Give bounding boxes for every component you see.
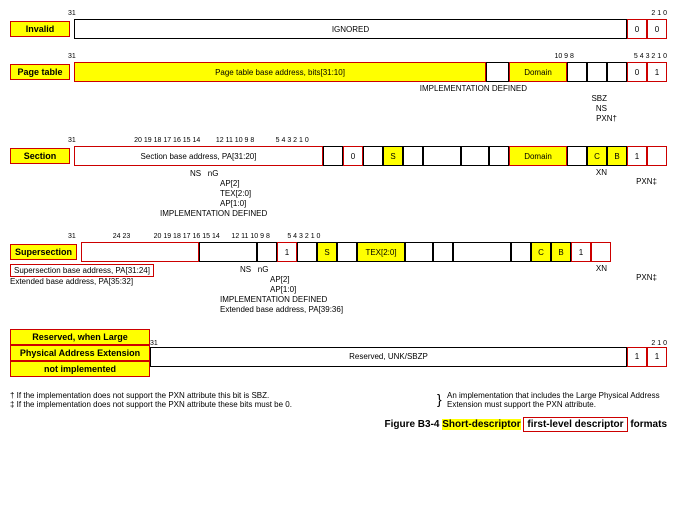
bit-numbers: 3110 9 85 4 3 2 1 0 <box>10 53 667 60</box>
s-field: S <box>317 242 337 262</box>
bit0: 0 <box>647 19 667 39</box>
footnote-1: † If the implementation does not support… <box>10 391 437 400</box>
sub-ap2: AP[2] <box>220 179 547 188</box>
sub-xn: XN <box>547 264 607 273</box>
bit1: 0 <box>627 62 647 82</box>
pagetable-section: 3110 9 85 4 3 2 1 0 Page table Page tabl… <box>10 53 667 123</box>
sub-ap2: AP[2] <box>270 275 547 284</box>
ext-base-label: Extended base address, PA[35:32] <box>10 277 210 286</box>
invalid-section: 312 1 0 Invalid IGNORED 0 0 <box>10 10 667 39</box>
reserved-label3: not implemented <box>10 361 150 377</box>
sub-ap10: AP[1:0] <box>220 199 547 208</box>
ss-base <box>81 242 199 262</box>
bit1: 1 <box>627 347 647 367</box>
section-section: 31 20 19 18 17 16 15 14 12 11 10 9 8 5 4… <box>10 137 667 219</box>
base-address: Page table base address, bits[31:10] <box>74 62 486 82</box>
figure-caption: Figure B3-4 Short-descriptor first-level… <box>10 419 667 430</box>
bit1: 1 <box>571 242 591 262</box>
ignored-field: IGNORED <box>74 19 627 39</box>
sub-ns: NS <box>190 169 201 178</box>
ng <box>297 242 317 262</box>
domain-field: Domain <box>509 146 567 166</box>
footnotes: † If the implementation does not support… <box>10 391 667 409</box>
impl <box>489 146 509 166</box>
reserved-label1: Reserved, when Large <box>10 329 150 345</box>
sub-impl: IMPLEMENTATION DEFINED <box>10 84 527 93</box>
sub-pxn: PXN‡ <box>547 177 657 186</box>
supersection-section: 31 24 23 20 19 18 17 16 15 14 12 11 10 9… <box>10 233 667 315</box>
footnote-right: An implementation that includes the Larg… <box>447 391 667 409</box>
sub-ng: nG <box>208 169 219 178</box>
domain-field: Domain <box>509 62 567 82</box>
ap2 <box>403 146 423 166</box>
ss-base-label: Supersection base address, PA[31:24] <box>10 264 154 277</box>
ns <box>323 146 343 166</box>
reserved-label2: Physical Address Extension <box>10 345 150 361</box>
bit-numbers: 31 24 23 20 19 18 17 16 15 14 12 11 10 9… <box>10 233 667 240</box>
sub-tex: TEX[2:0] <box>220 189 547 198</box>
sub-ext36: Extended base address, PA[39:36] <box>220 305 547 314</box>
ext36 <box>453 242 511 262</box>
b-field: B <box>551 242 571 262</box>
pxn <box>607 62 627 82</box>
sub-pxn: PXN† <box>10 114 617 123</box>
c-field: C <box>531 242 551 262</box>
ns <box>257 242 277 262</box>
b-field: B <box>607 146 627 166</box>
bit1: 1 <box>627 146 647 166</box>
sub-sbz: SBZ <box>10 94 607 103</box>
ap10 <box>461 146 489 166</box>
sub-xn: XN <box>547 168 607 177</box>
ns <box>587 62 607 82</box>
xn <box>567 146 587 166</box>
impl <box>433 242 453 262</box>
bit0: 1 <box>647 62 667 82</box>
tex-field: TEX[2:0] <box>357 242 405 262</box>
c-field: C <box>587 146 607 166</box>
sub-impl: IMPLEMENTATION DEFINED <box>220 295 547 304</box>
bit0 <box>591 242 611 262</box>
sbz <box>567 62 587 82</box>
bit0: 1 <box>647 347 667 367</box>
invalid-label: Invalid <box>10 21 70 37</box>
reserved-section: Reserved, when Large Physical Address Ex… <box>10 329 667 377</box>
sub-ns: NS <box>10 104 607 113</box>
reserved-field: Reserved, UNK/SBZP <box>150 347 627 367</box>
impl-def <box>486 62 509 82</box>
ap10 <box>405 242 433 262</box>
supersection-label: Supersection <box>10 244 77 260</box>
bit18: 1 <box>277 242 297 262</box>
section-label: Section <box>10 148 70 164</box>
s-field: S <box>383 146 403 166</box>
ap2 <box>337 242 357 262</box>
section-base: Section base address, PA[31:20] <box>74 146 323 166</box>
sub-ns: NS <box>240 265 251 274</box>
bit-numbers: 31 20 19 18 17 16 15 14 12 11 10 9 8 5 4… <box>10 137 667 144</box>
ng <box>363 146 383 166</box>
bit0 <box>647 146 667 166</box>
sub-ng: nG <box>258 265 269 274</box>
bit18: 0 <box>343 146 363 166</box>
sub-pxn: PXN‡ <box>547 273 657 282</box>
ext-base <box>199 242 257 262</box>
bit-numbers: 312 1 0 <box>10 10 667 17</box>
sub-ap10: AP[1:0] <box>270 285 547 294</box>
footnote-2: ‡ If the implementation does not support… <box>10 400 437 409</box>
xn <box>511 242 531 262</box>
bit1: 0 <box>627 19 647 39</box>
pagetable-label: Page table <box>10 64 70 80</box>
tex <box>423 146 461 166</box>
sub-impl: IMPLEMENTATION DEFINED <box>160 209 547 218</box>
